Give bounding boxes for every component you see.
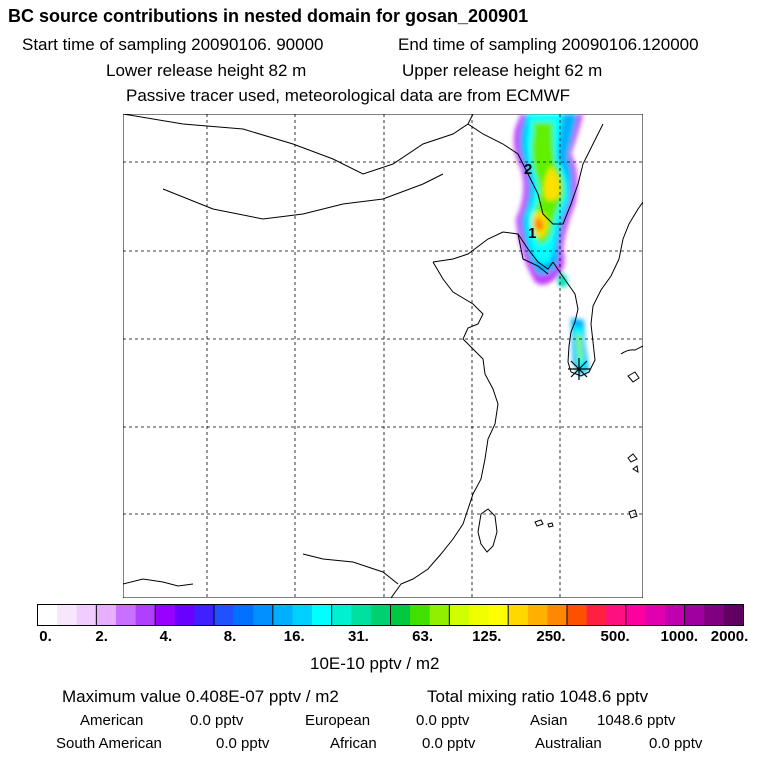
coastlines <box>123 114 643 598</box>
colorbar-cell <box>449 604 470 626</box>
american-label: American <box>80 712 144 729</box>
colorbar <box>37 604 744 626</box>
colorbar-cell <box>155 604 176 626</box>
lat-lon-grid <box>123 114 643 598</box>
colorbar-cell <box>704 604 725 626</box>
colorbar-cell <box>76 604 97 626</box>
colorbar-cell <box>684 604 705 626</box>
colorbar-cell <box>527 604 548 626</box>
total-mixing-ratio: Total mixing ratio 1048.6 pptv <box>427 687 649 706</box>
african-value: 0.0 pptv <box>422 735 476 752</box>
colorbar-cell <box>567 604 587 626</box>
colorbar-tick-label: 250. <box>536 628 566 645</box>
colorbar-cell <box>410 604 431 626</box>
colorbar-cell <box>292 604 313 626</box>
start-time: Start time of sampling 20090106. 90000 <box>22 35 324 54</box>
lower-release-height: Lower release height 82 m <box>106 61 307 80</box>
colorbar-cell <box>586 604 607 626</box>
colorbar-cell <box>351 604 372 626</box>
colorbar-cell <box>723 604 744 626</box>
upper-release-height: Upper release height 62 m <box>402 61 603 80</box>
colorbar-tick-label: 2000. <box>710 628 749 645</box>
colorbar-cell <box>468 604 489 626</box>
colorbar-cell <box>214 604 234 626</box>
plot-title: BC source contributions in nested domain… <box>8 6 529 26</box>
american-value: 0.0 pptv <box>190 712 244 729</box>
colorbar-tick-label: 63. <box>412 628 434 645</box>
african-label: African <box>330 735 377 752</box>
colorbar-tick-label: 31. <box>347 628 369 645</box>
colorbar-cell <box>547 604 568 626</box>
colorbar-cell <box>312 604 332 626</box>
colorbar-cell <box>331 604 352 626</box>
maximum-value: Maximum value 0.408E-07 pptv / m2 <box>62 687 339 706</box>
colorbar-cell <box>488 604 509 626</box>
colorbar-cell <box>429 604 450 626</box>
colorbar-cell <box>233 604 254 626</box>
colorbar-tick-label: 16. <box>283 628 305 645</box>
colorbar-cell <box>370 604 391 626</box>
colorbar-cell <box>57 604 78 626</box>
colorbar-cell <box>508 604 529 626</box>
marker-2: 2 <box>524 161 532 178</box>
colorbar-cell <box>625 604 646 626</box>
colorbar-tick-label: 0. <box>39 628 52 645</box>
colorbar-cell <box>272 604 293 626</box>
australian-value: 0.0 pptv <box>649 735 703 752</box>
colorbar-cell <box>390 604 411 626</box>
colorbar-tick-label: 1000. <box>660 628 699 645</box>
colorbar-cell <box>174 604 195 626</box>
colorbar-cell <box>194 604 215 626</box>
tracer-info: Passive tracer used, meteorological data… <box>126 86 571 105</box>
colorbar-tick-label: 125. <box>472 628 502 645</box>
asian-value: 1048.6 pptv <box>597 712 676 729</box>
star-receptor-icon <box>568 358 590 380</box>
colorbar-cell <box>606 604 627 626</box>
colorbar-tick-label: 500. <box>600 628 630 645</box>
concentration-plume <box>513 114 589 376</box>
colorbar-cell <box>96 604 117 626</box>
south-american-label: South American <box>56 735 162 752</box>
european-label: European <box>305 712 371 729</box>
colorbar-cell <box>253 604 274 626</box>
colorbar-cell <box>135 604 156 626</box>
colorbar-cells <box>37 604 744 626</box>
european-value: 0.0 pptv <box>416 712 470 729</box>
end-time: End time of sampling 20090106.120000 <box>398 35 699 54</box>
australian-label: Australian <box>535 735 602 752</box>
colorbar-cell <box>645 604 666 626</box>
map-panel: 1 2 <box>123 114 643 598</box>
colorbar-unit: 10E-10 pptv / m2 <box>310 654 440 673</box>
colorbar-tick-label: 4. <box>159 628 173 645</box>
colorbar-cell <box>115 604 136 626</box>
colorbar-tick-label: 2. <box>95 628 108 645</box>
colorbar-cell <box>665 604 685 626</box>
colorbar-tick-label: 8. <box>223 628 237 645</box>
south-american-value: 0.0 pptv <box>216 735 270 752</box>
asian-label: Asian <box>530 712 568 729</box>
colorbar-cell <box>37 604 58 626</box>
marker-1: 1 <box>528 225 536 242</box>
